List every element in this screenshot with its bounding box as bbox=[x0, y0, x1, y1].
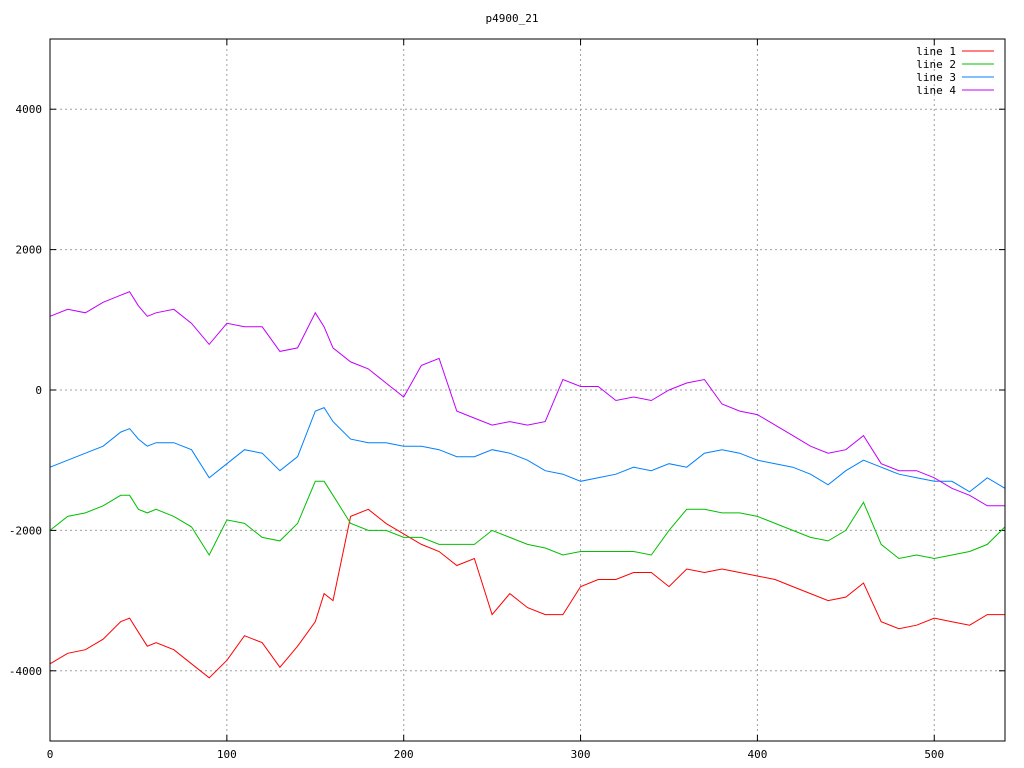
plot-frame bbox=[49, 38, 1006, 742]
series-line-4 bbox=[49, 291, 1005, 507]
axis-ticks: 0 100 200 300 400 500 -4000 -2000 0 2000 4000 bbox=[9, 39, 1005, 761]
series-line-2 bbox=[49, 480, 1006, 560]
series-lines bbox=[49, 291, 1006, 679]
x-tick-label: 100 bbox=[217, 748, 237, 761]
x-tick-label: 400 bbox=[747, 748, 767, 761]
x-tick-label: 300 bbox=[571, 748, 591, 761]
x-tick-label: 0 bbox=[47, 748, 54, 761]
legend-label: line 2 bbox=[916, 58, 956, 71]
y-tick-label: 4000 bbox=[16, 103, 43, 116]
legend-label: line 4 bbox=[916, 84, 956, 97]
y-tick-label: -4000 bbox=[9, 665, 42, 678]
grid bbox=[50, 39, 1005, 741]
legend-label: line 3 bbox=[916, 71, 956, 84]
series-line-3 bbox=[49, 406, 1006, 493]
chart-title: p4900_21 bbox=[486, 12, 539, 25]
x-tick-label: 500 bbox=[924, 748, 944, 761]
y-tick-label: -2000 bbox=[9, 524, 42, 537]
y-tick-label: 2000 bbox=[16, 244, 43, 257]
y-tick-label: 0 bbox=[35, 384, 42, 397]
series-line-1 bbox=[49, 508, 1005, 679]
legend-label: line 1 bbox=[916, 45, 956, 58]
x-tick-label: 200 bbox=[394, 748, 414, 761]
